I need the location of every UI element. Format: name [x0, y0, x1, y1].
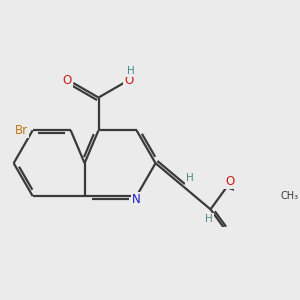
- Text: Br: Br: [14, 124, 28, 137]
- Text: O: O: [124, 74, 134, 87]
- Text: CH₃: CH₃: [280, 191, 298, 201]
- Text: H: H: [127, 66, 135, 76]
- Text: O: O: [225, 176, 234, 188]
- Text: H: H: [186, 173, 194, 183]
- Text: N: N: [132, 193, 141, 206]
- Text: O: O: [62, 74, 72, 87]
- Text: H: H: [205, 214, 213, 224]
